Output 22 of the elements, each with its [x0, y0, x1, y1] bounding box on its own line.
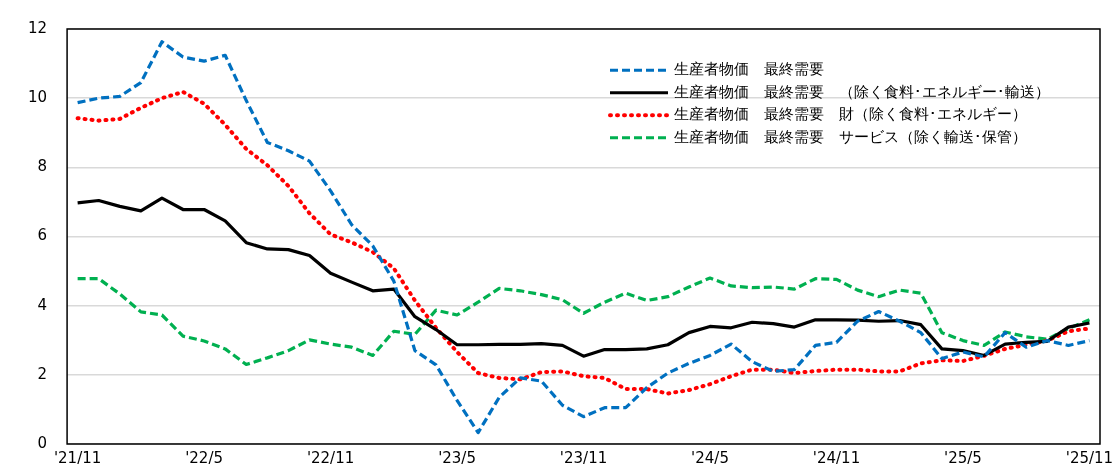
y-tick-label: 10 [27, 88, 48, 107]
line-series [76, 40, 1092, 435]
x-tick-label: '23/5 [438, 448, 476, 467]
x-tick-label: '25/5 [944, 448, 982, 467]
legend-label: 生産者物価 最終需要 （除く食料･エネルギー･輸送） [674, 82, 1050, 101]
x-tick-label: '21/11 [53, 448, 102, 467]
legend-label: 生産者物価 最終需要 財（除く食料･エネルギー） [674, 105, 1027, 124]
x-tick-label: '25/11 [1065, 448, 1114, 467]
x-tick-label: '23/11 [559, 448, 608, 467]
y-tick-label: 12 [27, 18, 48, 37]
x-tick-label: '24/11 [812, 448, 861, 467]
legend-label: 生産者物価 最終需要 サービス（除く輸送･保管） [674, 127, 1027, 146]
y-tick-label: 8 [37, 157, 48, 176]
x-tick-label: '24/5 [691, 448, 729, 467]
y-tick-label: 4 [37, 295, 48, 314]
x-tick-label: '22/11 [306, 448, 355, 467]
y-tick-label: 6 [37, 226, 48, 245]
y-tick-label: 0 [37, 433, 48, 452]
x-tick-label: '22/5 [185, 448, 224, 467]
legend-label: 生産者物価 最終需要 [674, 60, 824, 79]
line-series [76, 276, 1092, 367]
y-tick-label: 2 [37, 364, 48, 383]
